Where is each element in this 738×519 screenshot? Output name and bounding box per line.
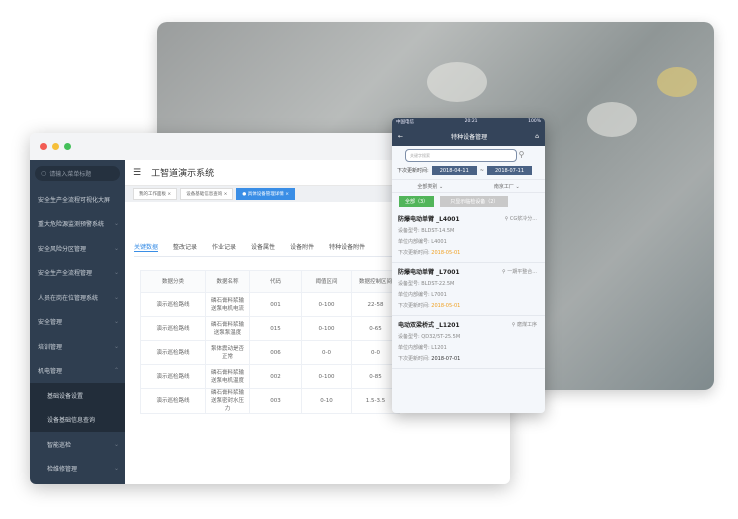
- factory-filter[interactable]: 南京工厂 ⌄: [493, 183, 520, 190]
- location-pin-icon: ⚲: [504, 216, 509, 222]
- chevron-icon: ⌄: [113, 244, 119, 252]
- table-row: 演示巡检路线 磷石膏料浆输送泵电机电流 001 0-100 22-58: [140, 292, 400, 317]
- tab[interactable]: 整改记录: [173, 244, 198, 251]
- table-row: 演示巡检路线 泵体震动是否正常 006 0-0 0-0: [140, 340, 400, 365]
- table-row: 演示巡检路线 磷石膏料浆输送泵电机温度 002 0-100 0-85: [140, 364, 400, 389]
- phone-app: 中国电信 20:21 100% ← 特种设备管理 ⌂ 关键字搜索 ⚲ 下次更新时间: 20…: [392, 118, 545, 413]
- table-cell: 演示巡检路线: [140, 388, 206, 414]
- table-cell: 003: [249, 388, 302, 414]
- menu-search-input[interactable]: ○ 请输入菜单标题: [35, 166, 120, 181]
- maximize-dot[interactable]: [64, 143, 71, 150]
- tab[interactable]: 关键数据: [134, 244, 159, 252]
- sidebar-item[interactable]: 人员在岗在位管理系统 ⌄: [38, 293, 119, 302]
- phone-title: 特种设备管理: [451, 133, 488, 141]
- nav-bar: ← 特种设备管理 ⌂: [392, 126, 545, 146]
- sidebar-subitem[interactable]: 基础设备设置: [30, 383, 125, 408]
- home-icon[interactable]: ⌂: [535, 132, 539, 140]
- all-button[interactable]: 全部（3）: [399, 196, 435, 207]
- table-row: 演示巡检路线 磷石膏料浆输送泵泵温度 015 0-100 0-65: [140, 316, 400, 341]
- chevron-icon: ⌄: [113, 465, 119, 473]
- column-header: 数据名称: [205, 270, 250, 293]
- chevron-icon: ⌄: [113, 269, 119, 277]
- table-cell: 演示巡检路线: [140, 316, 206, 341]
- sidebar-subitem[interactable]: 智能巡检 ⌄: [47, 440, 119, 449]
- table-cell: 磷石膏料浆输送泵电机温度: [205, 364, 250, 389]
- table-cell: 泵体震动是否正常: [205, 340, 250, 365]
- data-table: 数据分类 数据名称 代码 阈值区间 数据控制区间 演示巡检路线 磷石膏料浆输送泵电机电流 00…: [140, 270, 400, 414]
- back-icon[interactable]: ←: [398, 132, 404, 140]
- equipment-item[interactable]: 防爆电动单臂 _L7001 ⚲ 一期平整合... 设备型号: BLDST-22.5M…: [392, 263, 545, 316]
- chevron-icon: ⌄: [113, 220, 119, 228]
- search-icon: ○: [41, 170, 47, 177]
- table-cell: 演示巡检路线: [140, 364, 206, 389]
- desktop-window: ○ 请输入菜单标题 安全生产全流程可视化大屏 重大危险源监测预警系统 ⌄ 安全风险分区管…: [30, 133, 510, 484]
- sidebar-item[interactable]: 安全生产全流程可视化大屏: [38, 196, 111, 204]
- chevron-icon: ⌃: [113, 367, 119, 375]
- table-cell: 015: [249, 316, 302, 341]
- date-label: 下次更新时间:: [397, 168, 429, 174]
- table-cell: 006: [249, 340, 302, 365]
- page-tag[interactable]: ● 具体设备管理详情 ×: [236, 188, 295, 200]
- phone-search-input[interactable]: 关键字搜索: [405, 149, 517, 162]
- search-placeholder: 请输入菜单标题: [49, 171, 92, 178]
- tabs: 关键数据 整改记录 作业记录 设备属性 设备附件 特种设备附件: [134, 242, 404, 257]
- sidebar-subitem[interactable]: 检维修管理 ⌄: [47, 465, 119, 474]
- location-pin-icon: ⚲: [511, 322, 516, 328]
- tab[interactable]: 设备附件: [290, 244, 315, 251]
- search-icon[interactable]: ⚲: [518, 150, 525, 159]
- sidebar-item[interactable]: 安全风险分区管理 ⌄: [38, 244, 119, 253]
- table-cell: 22-58: [351, 292, 400, 317]
- type-filter[interactable]: 全部类别 ⌄: [417, 183, 444, 190]
- page-tag[interactable]: 我的工作面板 ×: [133, 188, 178, 200]
- equipment-item[interactable]: 电动双梁桥式 _L1201 ⚲ 磨煤工序 设备型号: QD32/5T-25.5M 单位…: [392, 316, 545, 369]
- column-header: 阈值区间: [301, 270, 352, 293]
- sidebar-item[interactable]: 重大危险源监测预警系统 ⌄: [38, 220, 119, 229]
- table-cell: 0-100: [301, 316, 352, 341]
- chevron-icon: ⌄: [113, 342, 119, 350]
- sidebar-item[interactable]: 培训管理 ⌄: [38, 342, 119, 351]
- sidebar-item[interactable]: 安全生产全流程管理 ⌄: [38, 269, 119, 278]
- tab[interactable]: 设备属性: [251, 244, 276, 251]
- sidebar: ○ 请输入菜单标题 安全生产全流程可视化大屏 重大危险源监测预警系统 ⌄ 安全风险分区管…: [30, 160, 125, 484]
- equipment-item[interactable]: 防爆电动单臂 _L4001 ⚲ CG浆冷分... 设备型号: BLDST-14.5M…: [392, 210, 545, 263]
- table-cell: 0-100: [301, 364, 352, 389]
- status-bar: 中国电信 20:21 100%: [392, 118, 545, 126]
- chevron-icon: ⌄: [113, 440, 119, 448]
- table-cell: 演示巡检路线: [140, 292, 206, 317]
- table-cell: 0-0: [301, 340, 352, 365]
- table-cell: 1.5-3.5: [351, 388, 400, 414]
- sidebar-subitem[interactable]: 设备基础信息查询: [30, 407, 125, 432]
- column-header: 代码: [249, 270, 302, 293]
- table-cell: 002: [249, 364, 302, 389]
- column-header: 数据控制区间: [351, 270, 400, 293]
- filter-button[interactable]: 只显示临检设备（2）: [440, 196, 509, 207]
- close-dot[interactable]: [40, 143, 47, 150]
- date-from[interactable]: 2018-04-11: [431, 166, 477, 175]
- minimize-dot[interactable]: [52, 143, 59, 150]
- table-row: 演示巡检路线 磷石膏料浆输送泵密封水压力 003 0-10 1.5-3.5: [140, 388, 400, 414]
- chevron-icon: ⌄: [113, 293, 119, 301]
- hamburger-icon[interactable]: ☰: [133, 167, 142, 178]
- chevron-icon: ⌄: [113, 318, 119, 326]
- table-cell: 磷石膏料浆输送泵电机电流: [205, 292, 250, 317]
- page-title: 工智道演示系统: [151, 169, 215, 179]
- page-tag[interactable]: 设备基础信息查询 ×: [180, 188, 234, 200]
- sidebar-item[interactable]: 安全管理 ⌄: [38, 318, 119, 327]
- table-cell: 001: [249, 292, 302, 317]
- sidebar-item[interactable]: 机电管理 ⌃: [38, 367, 119, 376]
- tab[interactable]: 特种设备附件: [329, 244, 366, 251]
- table-cell: 0-10: [301, 388, 352, 414]
- column-header: 数据分类: [140, 270, 206, 293]
- location-pin-icon: ⚲: [501, 269, 506, 275]
- table-cell: 磷石膏料浆输送泵密封水压力: [205, 388, 250, 414]
- tab[interactable]: 作业记录: [212, 244, 237, 251]
- main-content: ☰ 工智道演示系统 我的工作面板 × 设备基础信息查询 × ● 具体设备管理详情 × …: [125, 160, 510, 484]
- table-cell: 演示巡检路线: [140, 340, 206, 365]
- table-cell: 磷石膏料浆输送泵泵温度: [205, 316, 250, 341]
- table-cell: 0-100: [301, 292, 352, 317]
- date-to[interactable]: 2018-07-11: [486, 166, 533, 175]
